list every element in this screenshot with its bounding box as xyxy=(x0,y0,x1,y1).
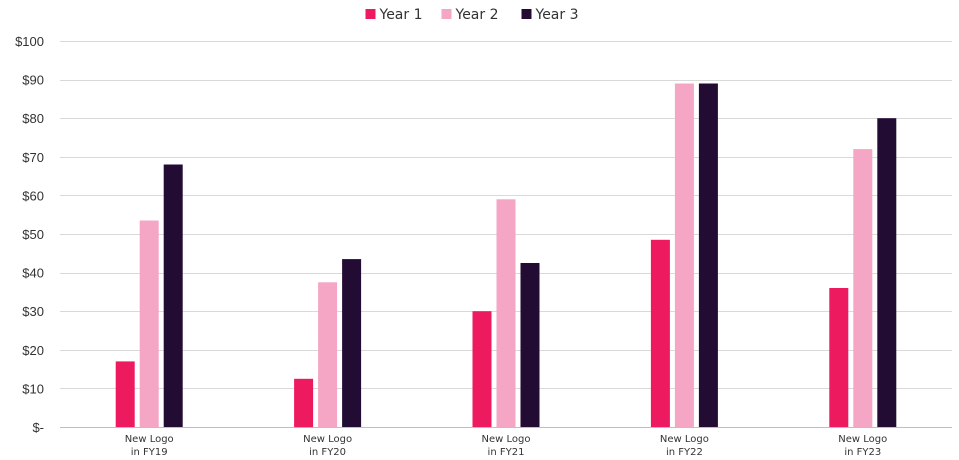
legend-label: Year 1 xyxy=(379,7,423,23)
x-tick-label: New Logo xyxy=(482,434,531,445)
x-tick-label: New Logo xyxy=(125,434,174,445)
legend-label: Year 3 xyxy=(535,7,579,23)
legend-swatch xyxy=(365,9,376,19)
x-tick-label: in FY22 xyxy=(666,447,703,458)
legend-label: Year 2 xyxy=(455,7,499,23)
y-tick-label: $70 xyxy=(22,150,44,165)
y-tick-label: $40 xyxy=(22,266,44,281)
x-tick-label: New Logo xyxy=(838,434,887,445)
bar-year-2 xyxy=(139,220,159,427)
bar-year-3 xyxy=(163,164,183,427)
y-tick-label: $50 xyxy=(22,227,44,242)
legend: Year 1 Year 2 Year 3 xyxy=(365,7,579,23)
y-tick-label: $90 xyxy=(22,73,44,88)
bar-year-1 xyxy=(294,378,314,428)
x-tick-label: in FY19 xyxy=(131,447,168,458)
x-tick-label: in FY21 xyxy=(488,447,525,458)
bar-year-3 xyxy=(698,83,718,427)
bar-year-2 xyxy=(674,83,694,427)
y-axis: $- $10 $20 $30 $40 $50 $60 $70 $80 $90 $100 xyxy=(15,34,44,435)
y-tick-label: $30 xyxy=(22,304,44,319)
bar-year-1 xyxy=(115,361,135,427)
bar-year-2 xyxy=(496,199,516,427)
x-tick-label: in FY23 xyxy=(844,447,881,458)
legend-swatch xyxy=(521,9,532,19)
bar-year-1 xyxy=(650,239,670,427)
bars xyxy=(115,83,897,428)
y-tick-label: $- xyxy=(32,420,44,435)
x-tick-label: New Logo xyxy=(303,434,352,445)
y-tick-label: $20 xyxy=(22,343,44,358)
y-tick-label: $10 xyxy=(22,381,44,396)
bar-year-3 xyxy=(520,263,540,427)
bar-year-2 xyxy=(318,282,338,428)
x-tick-label: in FY20 xyxy=(309,447,346,458)
y-tick-label: $100 xyxy=(15,34,44,49)
x-tick-label: New Logo xyxy=(660,434,709,445)
legend-swatch xyxy=(441,9,452,19)
bar-year-1 xyxy=(829,288,849,427)
bar-year-2 xyxy=(853,149,873,427)
bar-year-1 xyxy=(472,311,492,427)
y-tick-label: $80 xyxy=(22,111,44,126)
y-tick-label: $60 xyxy=(22,188,44,203)
bar-year-3 xyxy=(342,259,362,427)
bar-year-3 xyxy=(877,118,897,427)
x-axis: New Logo in FY19 New Logo in FY20 New Logo in… xyxy=(125,434,888,458)
